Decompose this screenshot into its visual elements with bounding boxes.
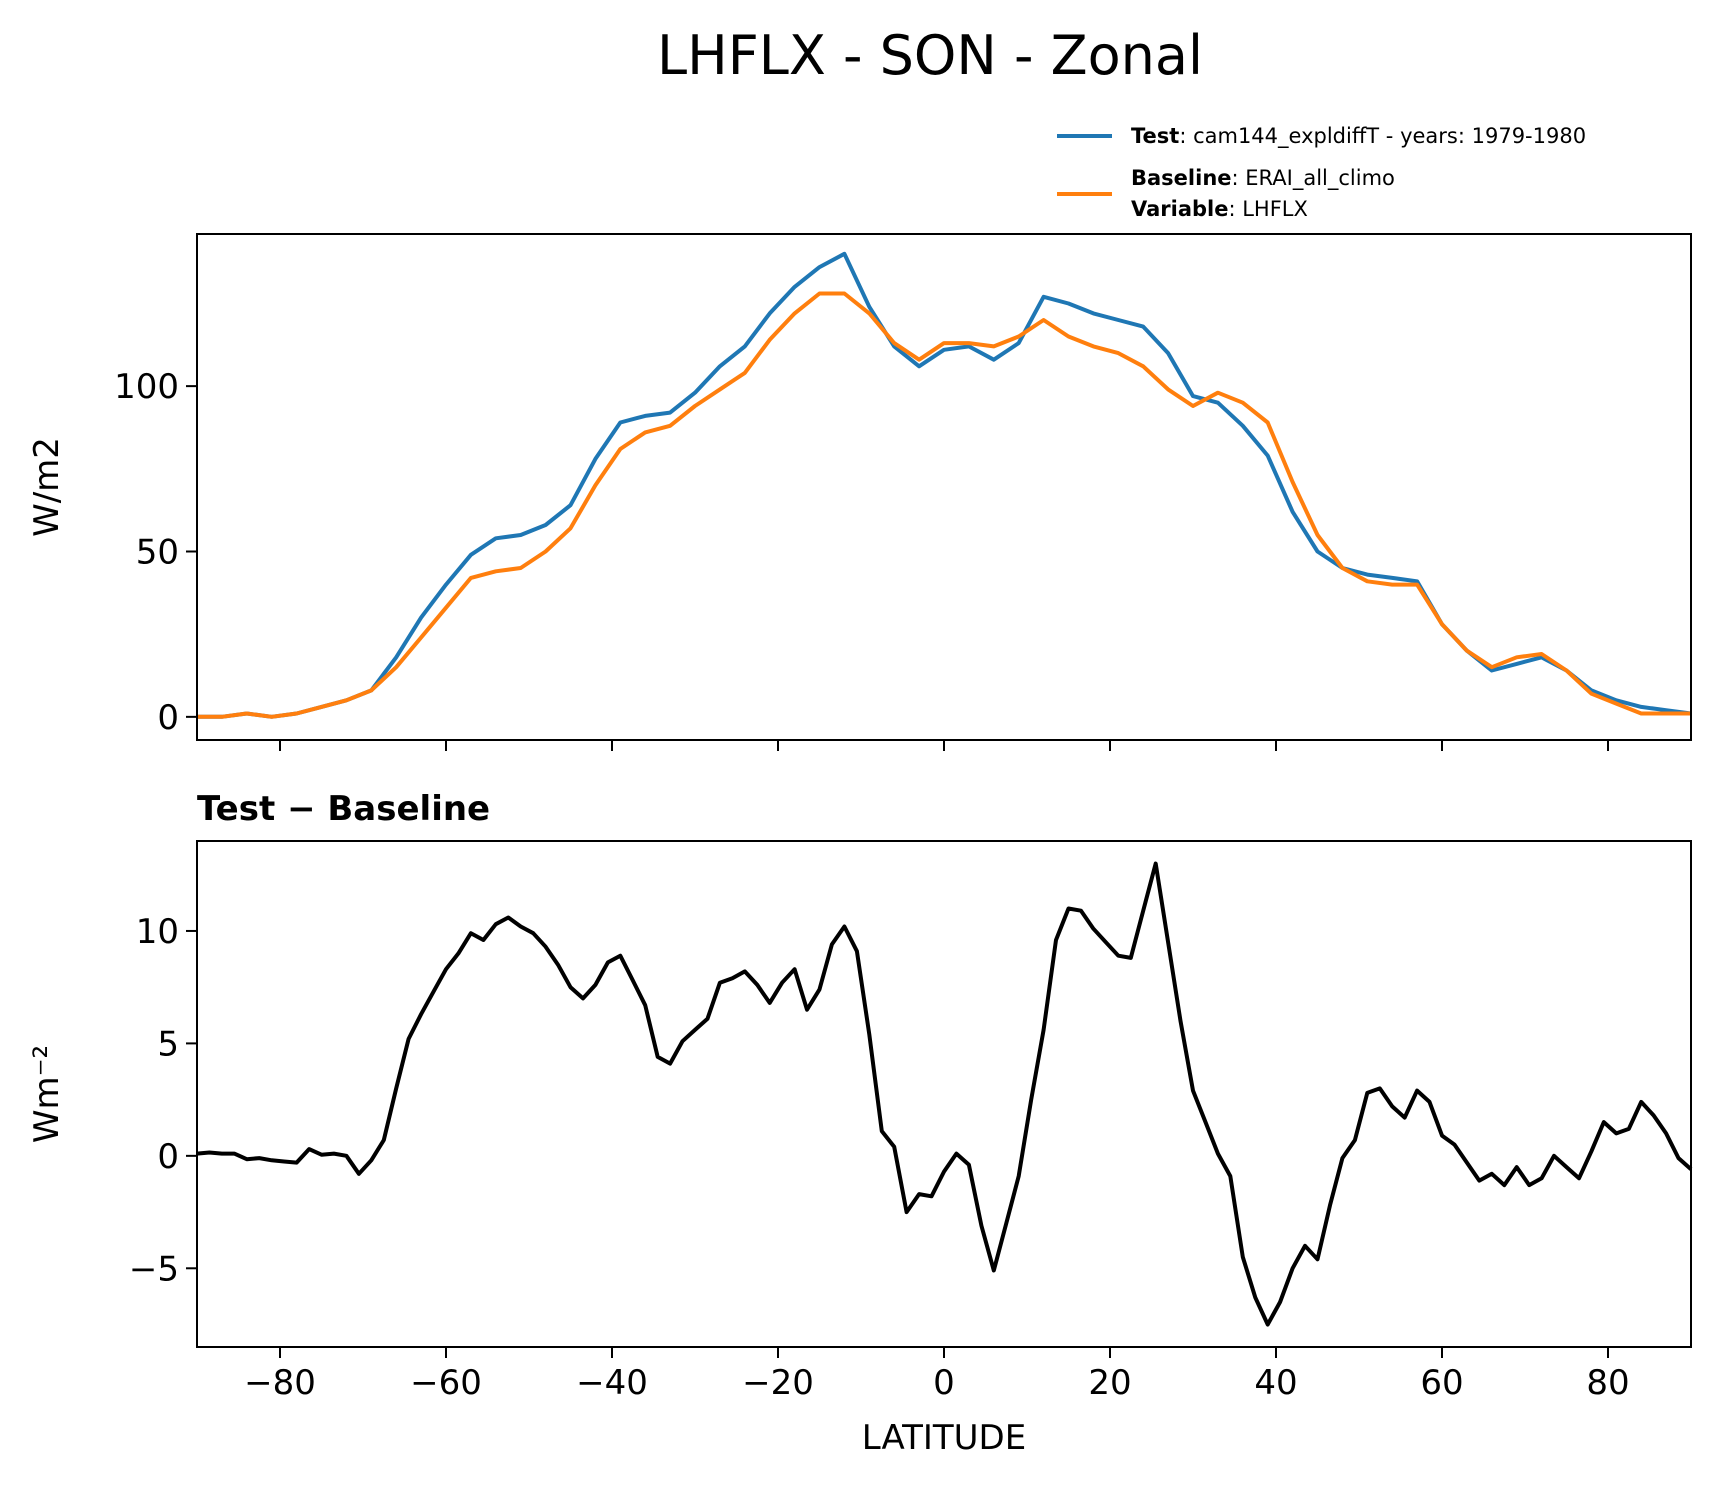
legend-variable-key: Variable bbox=[1131, 197, 1228, 221]
plot-frame bbox=[196, 233, 1692, 741]
svg-text:Test: cam144_expldiffT - years: Test: cam144_expldiffT - years: 1979-198… bbox=[1131, 124, 1586, 149]
x-tick-label: 0 bbox=[933, 1363, 955, 1403]
x-tick-label: −60 bbox=[410, 1363, 482, 1403]
x-tick-label: 40 bbox=[1254, 1363, 1297, 1403]
legend-test-text: : cam144_expldiffT - years: 1979-1980 bbox=[1179, 124, 1586, 149]
y-tick-label: 10 bbox=[136, 912, 179, 952]
series-line-test bbox=[197, 251, 1692, 719]
legend-test-key: Test bbox=[1131, 124, 1179, 148]
x-tick-label: 60 bbox=[1420, 1363, 1463, 1403]
legend-baseline-key: Baseline bbox=[1131, 166, 1232, 190]
y-tick-label: −5 bbox=[129, 1249, 179, 1289]
legend: Test: cam144_expldiffT - years: 1979-198… bbox=[1057, 124, 1586, 221]
y-axis-label: W/m2 bbox=[27, 437, 67, 537]
top-panel: 0 50 100 W/m2 bbox=[27, 233, 1692, 751]
y-axis-label: Wm⁻² bbox=[27, 1045, 67, 1143]
y-tick-label: 100 bbox=[114, 367, 179, 407]
x-tick-label: −20 bbox=[742, 1363, 814, 1403]
y-tick-label: 50 bbox=[136, 532, 179, 572]
plot-frame bbox=[196, 840, 1692, 1348]
svg-text:Baseline: ERAI_all_climo: Baseline: ERAI_all_climo bbox=[1131, 166, 1395, 191]
y-tick-label: 0 bbox=[157, 698, 179, 738]
subplot-title: Test − Baseline bbox=[197, 789, 490, 829]
y-tick-label: 0 bbox=[157, 1137, 179, 1177]
bottom-panel: −80 −60 −40 −20 0 20 40 60 80 −5 0 5 10 Wm⁻² Test − Ba… bbox=[27, 789, 1693, 1458]
legend-baseline-text: : ERAI_all_climo bbox=[1232, 166, 1395, 191]
x-tick-label: 80 bbox=[1586, 1363, 1629, 1403]
x-tick-label: 20 bbox=[1088, 1363, 1131, 1403]
y-tick-label: 5 bbox=[157, 1024, 179, 1064]
x-tick-label: −80 bbox=[244, 1363, 316, 1403]
figure-title: LHFLX - SON - Zonal bbox=[657, 24, 1203, 87]
series-line-baseline bbox=[197, 291, 1691, 719]
legend-variable-text: : LHFLX bbox=[1228, 197, 1307, 221]
series-line-test-baseline bbox=[196, 861, 1693, 1327]
x-axis-label: LATITUDE bbox=[862, 1418, 1026, 1458]
svg-text:Variable: LHFLX: Variable: LHFLX bbox=[1131, 197, 1308, 221]
x-tick-label: −40 bbox=[576, 1363, 648, 1403]
